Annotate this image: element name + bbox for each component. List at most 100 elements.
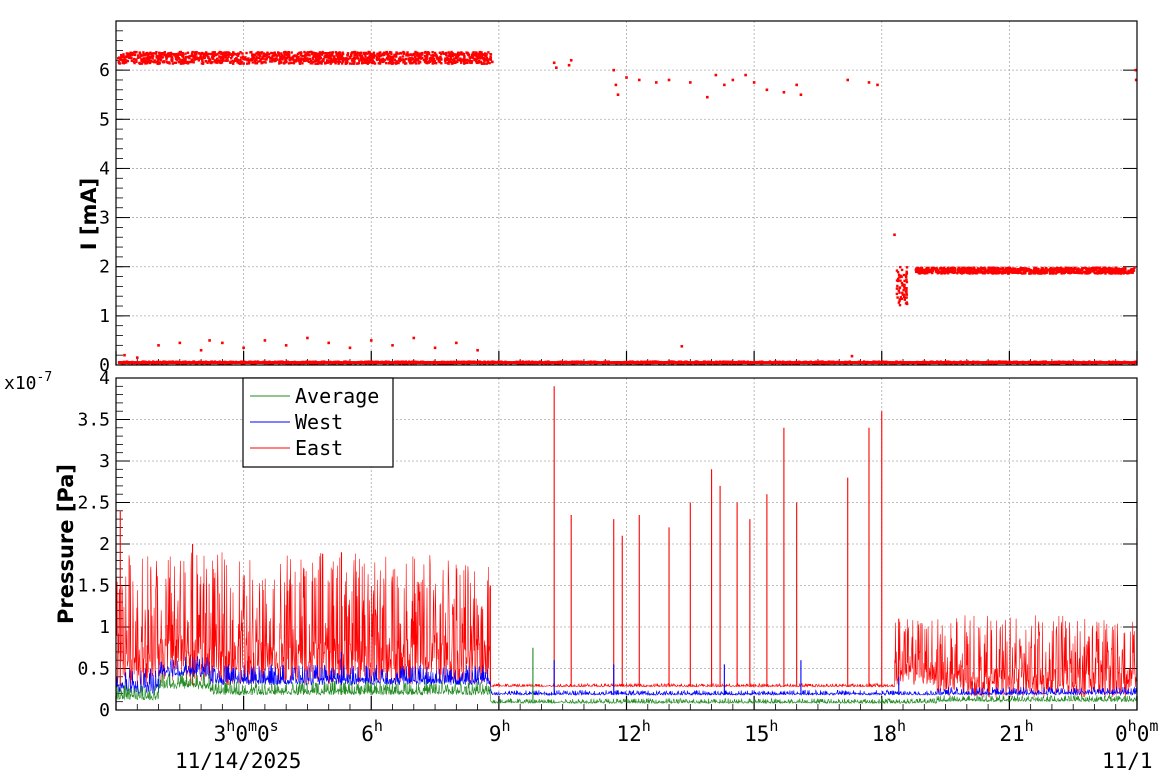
current-point — [181, 51, 184, 55]
current-point — [221, 57, 224, 61]
current-point — [330, 60, 334, 63]
current-point — [344, 60, 347, 63]
current-point — [903, 298, 907, 301]
current-point — [191, 50, 194, 54]
current-point — [409, 53, 413, 56]
current-point — [1117, 272, 1120, 275]
current-point — [850, 354, 854, 358]
current-point — [417, 62, 420, 65]
current-point — [434, 62, 438, 65]
current-point — [142, 60, 145, 64]
current-point — [926, 267, 929, 270]
current-point — [876, 83, 879, 87]
x-tick-unit: m — [248, 717, 257, 735]
current-point — [293, 54, 297, 57]
current-point — [153, 59, 156, 62]
current-point — [312, 60, 315, 64]
current-point — [1021, 267, 1025, 270]
current-point — [898, 303, 902, 307]
current-point — [1029, 271, 1032, 275]
current-point — [480, 52, 483, 56]
current-point — [1085, 270, 1088, 273]
current-point — [239, 58, 242, 62]
current-point — [280, 52, 283, 55]
current-point — [946, 267, 950, 270]
current-point — [905, 270, 908, 273]
current-point — [379, 58, 382, 62]
pressure-y-axis-label: Pressure [Pa] — [54, 464, 78, 624]
current-point — [165, 58, 168, 61]
current-point — [186, 55, 189, 59]
current-point — [430, 59, 434, 62]
current-point — [163, 53, 166, 57]
current-point — [996, 266, 1000, 270]
current-point — [482, 62, 486, 65]
current-point — [130, 59, 134, 62]
current-point — [1070, 267, 1073, 270]
current-point — [451, 54, 454, 57]
current-point — [402, 50, 405, 54]
current-point — [1022, 271, 1026, 274]
current-point — [379, 51, 382, 54]
current-point — [340, 54, 344, 58]
current-point — [927, 268, 931, 271]
current-point — [1072, 271, 1075, 274]
current-point — [184, 52, 187, 55]
current-point — [476, 348, 479, 352]
current-point — [487, 51, 490, 54]
current-point — [446, 57, 450, 61]
x-tick-unit: h — [897, 717, 906, 735]
current-point — [138, 62, 142, 65]
current-point — [1067, 268, 1071, 272]
x-tick-hours: 3 — [214, 722, 227, 746]
current-point — [332, 55, 336, 58]
current-point — [1007, 268, 1011, 271]
current-point — [313, 53, 316, 56]
current-point — [897, 273, 901, 277]
current-point — [179, 53, 182, 56]
current-point — [307, 53, 310, 57]
current-point — [463, 59, 466, 62]
current-point — [460, 61, 463, 64]
current-point — [158, 61, 161, 64]
current-point — [435, 53, 438, 56]
current-point — [637, 78, 641, 82]
current-point — [148, 60, 152, 64]
current-point — [269, 60, 272, 63]
current-point — [981, 267, 984, 270]
current-point — [899, 279, 902, 282]
current-point — [278, 59, 281, 63]
current-point — [1098, 269, 1102, 272]
current-point — [363, 58, 366, 61]
current-point — [212, 54, 216, 57]
current-point — [122, 60, 125, 63]
current-point — [895, 269, 899, 272]
current-point — [236, 61, 239, 64]
current-point — [951, 271, 954, 274]
current-point — [377, 62, 381, 65]
pressure-y-tick-label: 1.5 — [77, 576, 110, 597]
current-point — [969, 269, 972, 272]
current-point — [1048, 269, 1052, 273]
current-point — [338, 56, 341, 59]
current-point — [272, 59, 276, 62]
current-point — [135, 60, 138, 64]
current-point — [932, 266, 936, 270]
current-point — [465, 59, 469, 62]
current-point — [258, 54, 262, 58]
current-point — [706, 95, 709, 99]
current-point — [409, 61, 412, 64]
current-point — [896, 296, 899, 299]
current-point — [1037, 272, 1040, 275]
current-point — [303, 57, 307, 60]
current-point — [1106, 267, 1109, 270]
current-point — [295, 58, 299, 61]
current-point — [1033, 266, 1036, 269]
current-point — [936, 267, 939, 270]
current-point — [204, 59, 208, 63]
current-point — [731, 78, 735, 82]
current-point — [124, 55, 128, 58]
current-point — [268, 52, 271, 56]
current-point — [921, 271, 925, 275]
current-point — [328, 57, 331, 60]
